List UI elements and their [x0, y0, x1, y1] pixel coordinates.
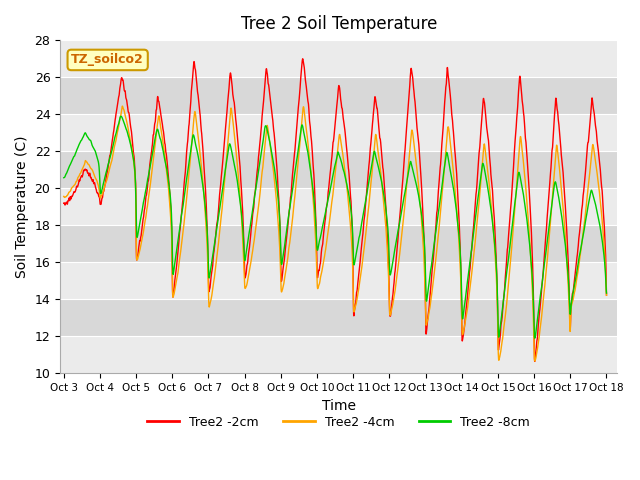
- Bar: [60, 77, 618, 114]
- Tree2 -2cm: [534, 330, 541, 336]
- Tree2 -4cm: [531, 358, 539, 364]
- Tree2 -2cm: [603, 292, 611, 298]
- Tree2 -8cm: [534, 314, 541, 320]
- Y-axis label: Soil Temperature (C): Soil Temperature (C): [15, 135, 29, 278]
- Bar: [60, 225, 618, 262]
- Tree2 -2cm: [268, 111, 276, 117]
- Line: Tree2 -2cm: Tree2 -2cm: [64, 59, 607, 361]
- Bar: [60, 262, 618, 300]
- Legend: Tree2 -2cm, Tree2 -4cm, Tree2 -8cm: Tree2 -2cm, Tree2 -4cm, Tree2 -8cm: [142, 411, 535, 434]
- Tree2 -8cm: [603, 290, 611, 296]
- Bar: [60, 40, 618, 77]
- Bar: [60, 188, 618, 225]
- Tree2 -4cm: [603, 292, 611, 298]
- Bar: [60, 151, 618, 188]
- Bar: [60, 114, 618, 151]
- Tree2 -2cm: [60, 200, 68, 206]
- Tree2 -8cm: [154, 127, 162, 133]
- Tree2 -8cm: [593, 204, 600, 210]
- Tree2 -8cm: [292, 164, 300, 170]
- Tree2 -2cm: [531, 359, 539, 364]
- Tree2 -2cm: [154, 95, 162, 100]
- Tree2 -4cm: [534, 344, 541, 350]
- Tree2 -8cm: [60, 175, 68, 180]
- Tree2 -4cm: [154, 116, 162, 122]
- Tree2 -4cm: [60, 193, 68, 199]
- Tree2 -8cm: [531, 336, 539, 341]
- Text: TZ_soilco2: TZ_soilco2: [71, 53, 144, 66]
- Tree2 -4cm: [268, 157, 276, 163]
- Tree2 -4cm: [593, 163, 600, 169]
- Line: Tree2 -4cm: Tree2 -4cm: [64, 106, 607, 361]
- Tree2 -4cm: [118, 103, 126, 109]
- Tree2 -2cm: [292, 140, 300, 145]
- Tree2 -8cm: [122, 126, 130, 132]
- Title: Tree 2 Soil Temperature: Tree 2 Soil Temperature: [241, 15, 437, 33]
- Line: Tree2 -8cm: Tree2 -8cm: [64, 116, 607, 338]
- Bar: [60, 336, 618, 373]
- Tree2 -4cm: [122, 115, 130, 121]
- Tree2 -2cm: [299, 56, 307, 61]
- Tree2 -8cm: [117, 113, 125, 119]
- Tree2 -8cm: [268, 152, 276, 157]
- Bar: [60, 300, 618, 336]
- X-axis label: Time: Time: [322, 398, 356, 413]
- Tree2 -4cm: [292, 186, 300, 192]
- Tree2 -2cm: [122, 93, 129, 99]
- Tree2 -2cm: [593, 127, 600, 133]
